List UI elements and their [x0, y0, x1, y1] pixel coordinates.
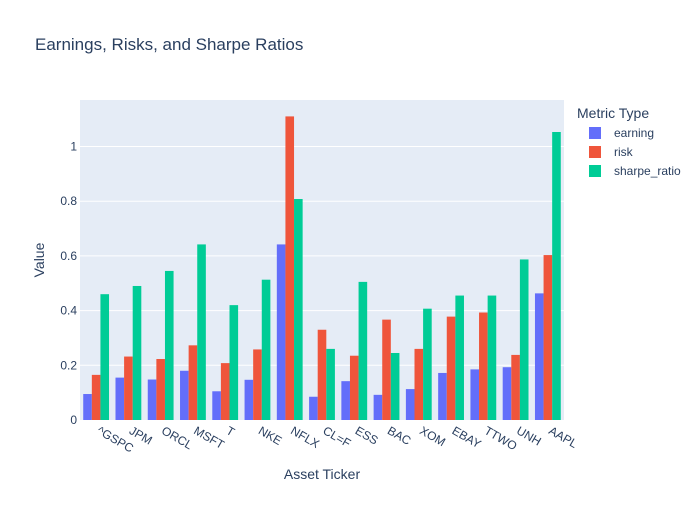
y-tick-labels: 0 0.2 0.4 0.6 0.8 1	[60, 139, 77, 427]
bars	[83, 116, 561, 421]
x-tick-label: XOM	[417, 423, 448, 449]
bar-sharpe_ratio-ebay	[455, 295, 464, 420]
legend-label-earning: earning	[614, 126, 654, 140]
x-tick-label: ORCL	[159, 423, 195, 452]
legend: Metric Type earning risk sharpe_ratio	[577, 105, 681, 178]
bar-risk-jpm	[124, 356, 133, 420]
x-tick-label: TTWO	[482, 423, 520, 453]
chart-title: Earnings, Risks, and Sharpe Ratios	[35, 35, 303, 54]
y-tick-label: 0	[70, 413, 77, 427]
x-tick-label: NKE	[256, 423, 284, 447]
bar-earning-ttwo	[470, 369, 480, 420]
bar-sharpe_ratio-t	[229, 305, 239, 420]
x-tick-label: AAPL	[546, 423, 580, 451]
bar-earning-bac	[373, 394, 383, 420]
y-tick-label: 0.8	[60, 194, 77, 208]
x-tick-label: ESS	[353, 423, 381, 447]
bar-risk-msft	[188, 345, 198, 420]
bar-earning-nflx	[276, 244, 286, 420]
bar-sharpe_ratio-msft	[197, 244, 206, 420]
bar-sharpe_ratio-ttwo	[487, 295, 497, 420]
bar-earning-aapl	[534, 293, 544, 420]
bar-risk-aapl	[543, 255, 553, 420]
bar-risk-ess	[349, 355, 359, 420]
bar-earning-orcl	[147, 379, 157, 420]
bar-sharpe_ratio-jpm	[132, 285, 142, 420]
bar-risk-nke	[253, 349, 262, 420]
y-tick-label: 0.6	[60, 249, 77, 263]
bar-earning-nke	[244, 379, 254, 420]
bar-risk-xom	[414, 348, 424, 420]
x-tick-label: T	[224, 423, 238, 439]
legend-title: Metric Type	[577, 105, 649, 121]
legend-label-sharpe_ratio: sharpe_ratio	[614, 164, 681, 178]
bar-sharpe_ratio-gspc	[100, 294, 110, 420]
bar-sharpe_ratio-clf	[326, 348, 335, 420]
bar-risk-t	[220, 363, 230, 420]
bar-earning-msft	[180, 370, 189, 420]
bar-sharpe_ratio-xom	[423, 308, 432, 420]
bar-sharpe_ratio-unh	[519, 259, 529, 420]
bar-sharpe_ratio-aapl	[552, 132, 561, 420]
bar-earning-unh	[502, 367, 512, 420]
bar-earning-jpm	[115, 377, 125, 420]
bar-risk-unh	[511, 354, 520, 420]
bar-earning-t	[212, 391, 221, 420]
bar-sharpe_ratio-nke	[261, 279, 271, 420]
x-tick-label: BAC	[385, 423, 414, 448]
bar-risk-ebay	[446, 316, 456, 420]
y-tick-label: 1	[70, 139, 77, 153]
bar-risk-orcl	[156, 359, 165, 420]
legend-swatch-earning	[589, 127, 601, 139]
x-tick-label: MSFT	[191, 423, 227, 452]
x-tick-label: CL=F	[321, 423, 354, 450]
y-tick-label: 0.4	[60, 304, 77, 318]
bar-earning-ebay	[438, 372, 447, 420]
x-axis-label: Asset Ticker	[284, 466, 361, 482]
y-tick-label: 0.2	[60, 358, 77, 372]
bar-earning-clf	[309, 396, 318, 420]
bar-sharpe_ratio-ess	[358, 281, 368, 420]
x-tick-label: EBAY	[450, 423, 484, 451]
bar-risk-nflx	[285, 116, 295, 421]
legend-swatch-risk	[589, 146, 601, 158]
bar-risk-ttwo	[479, 312, 488, 420]
bar-sharpe_ratio-orcl	[164, 270, 174, 420]
bar-risk-bac	[382, 319, 391, 420]
x-tick-label: UNH	[514, 423, 544, 448]
legend-swatch-sharpe_ratio	[589, 165, 601, 177]
bar-risk-clf	[317, 329, 327, 420]
legend-label-risk: risk	[614, 145, 634, 159]
bar-risk-gspc	[91, 374, 101, 420]
bar-earning-ess	[341, 381, 350, 420]
bar-earning-xom	[405, 389, 415, 420]
bar-sharpe_ratio-nflx	[294, 199, 303, 420]
x-tick-label: NFLX	[288, 423, 322, 450]
bar-earning-gspc	[83, 394, 92, 420]
bar-sharpe_ratio-bac	[390, 352, 400, 420]
y-axis-label: Value	[31, 242, 47, 277]
